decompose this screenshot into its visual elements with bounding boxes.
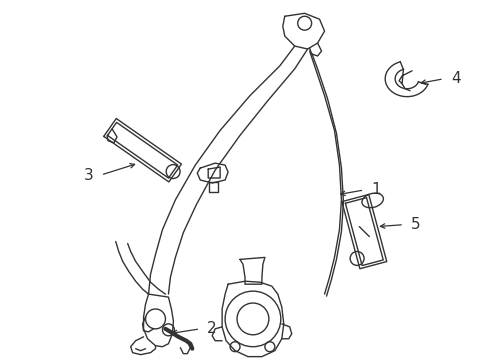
Text: 2: 2: [207, 321, 216, 336]
Text: 4: 4: [450, 71, 460, 86]
Text: 5: 5: [410, 217, 420, 232]
Text: 1: 1: [370, 183, 380, 197]
Text: 3: 3: [84, 167, 94, 183]
